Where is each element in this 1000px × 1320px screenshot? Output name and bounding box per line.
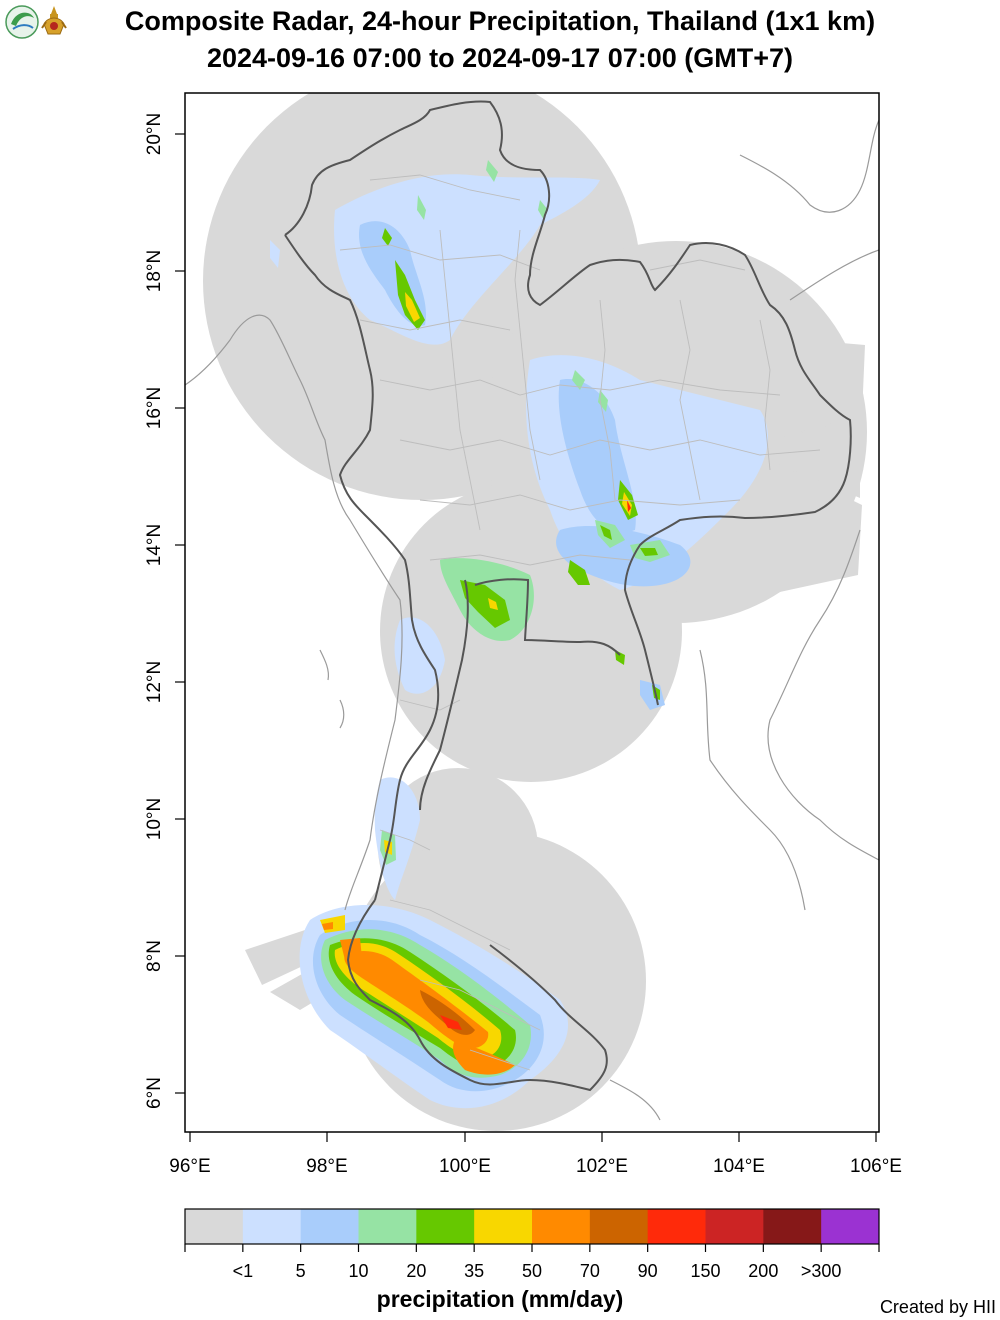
colorbar-swatch	[185, 1209, 244, 1244]
colorbar-tick-label: 70	[580, 1261, 600, 1281]
lon-label: 106°E	[850, 1156, 902, 1177]
colorbar-tick-label: 20	[406, 1261, 426, 1281]
lon-label: 96°E	[169, 1156, 210, 1177]
colorbar-swatch	[300, 1209, 359, 1244]
colorbar-swatch	[532, 1209, 591, 1244]
thailand-border	[284, 100, 852, 1092]
colorbar-tick-label: 150	[690, 1261, 720, 1281]
colorbar-swatch	[589, 1209, 649, 1244]
colorbar-tick-label: <1	[233, 1261, 254, 1281]
colorbar-swatch	[705, 1209, 764, 1244]
lon-label: 98°E	[306, 1156, 347, 1177]
colorbar-swatch	[821, 1209, 880, 1244]
lat-label: 16°N	[144, 387, 165, 429]
colorbar-tick-label: 50	[522, 1261, 542, 1281]
credit-text: Created by HII	[879, 1297, 996, 1317]
plot-frame	[184, 92, 880, 1133]
regional-borders	[185, 119, 879, 1121]
map-subtitle-date-range: 2024-09-16 07:00 to 2024-09-17 07:00 (GM…	[206, 43, 794, 73]
royal-emblem-icon	[41, 6, 67, 35]
colorbar-swatch	[358, 1209, 417, 1244]
colorbar-tick-label: >300	[801, 1261, 842, 1281]
lon-label: 100°E	[439, 1156, 491, 1177]
latitude-labels: 6°N 8°N 10°N 12°N 14°N 16°N 18°N 20°N	[144, 113, 165, 1109]
longitude-axis	[189, 1132, 877, 1142]
lon-label: 102°E	[576, 1156, 628, 1177]
colorbar-tick-label: 5	[296, 1261, 306, 1281]
colorbar-swatch	[474, 1209, 533, 1244]
colorbar-tick-label: 90	[638, 1261, 658, 1281]
lat-label: 6°N	[144, 1077, 165, 1109]
hii-logo-icon	[5, 5, 39, 39]
radar-coverage-east-sector	[690, 330, 865, 605]
colorbar-swatch	[763, 1209, 822, 1244]
latitude-axis	[175, 133, 185, 1094]
map-plot-area	[185, 93, 879, 1132]
precipitation-field	[270, 160, 769, 1109]
precipitation-colorbar	[184, 1208, 880, 1252]
colorbar-tick-label: 35	[464, 1261, 484, 1281]
lat-label: 20°N	[144, 113, 165, 155]
colorbar-tick-label: 10	[348, 1261, 368, 1281]
colorbar-title: precipitation (mm/day)	[376, 1286, 624, 1312]
province-borders	[339, 174, 821, 1071]
lat-label: 18°N	[144, 250, 165, 292]
agency-logos	[2, 2, 80, 44]
lat-label: 10°N	[144, 798, 165, 840]
lon-label: 104°E	[713, 1156, 765, 1177]
colorbar-labels: <1 5 10 20 35 50 70 90 150 200 >300	[233, 1261, 842, 1281]
colorbar-swatch	[416, 1209, 475, 1244]
longitude-labels: 96°E 98°E 100°E 102°E 104°E 106°E	[169, 1156, 902, 1177]
colorbar-swatch	[242, 1209, 302, 1244]
lat-label: 14°N	[144, 524, 165, 566]
map-title: Composite Radar, 24-hour Precipitation, …	[124, 6, 876, 36]
colorbar-tick-label: 200	[748, 1261, 778, 1281]
lat-label: 12°N	[144, 661, 165, 703]
colorbar-swatch	[647, 1209, 706, 1244]
lat-label: 8°N	[144, 940, 165, 972]
